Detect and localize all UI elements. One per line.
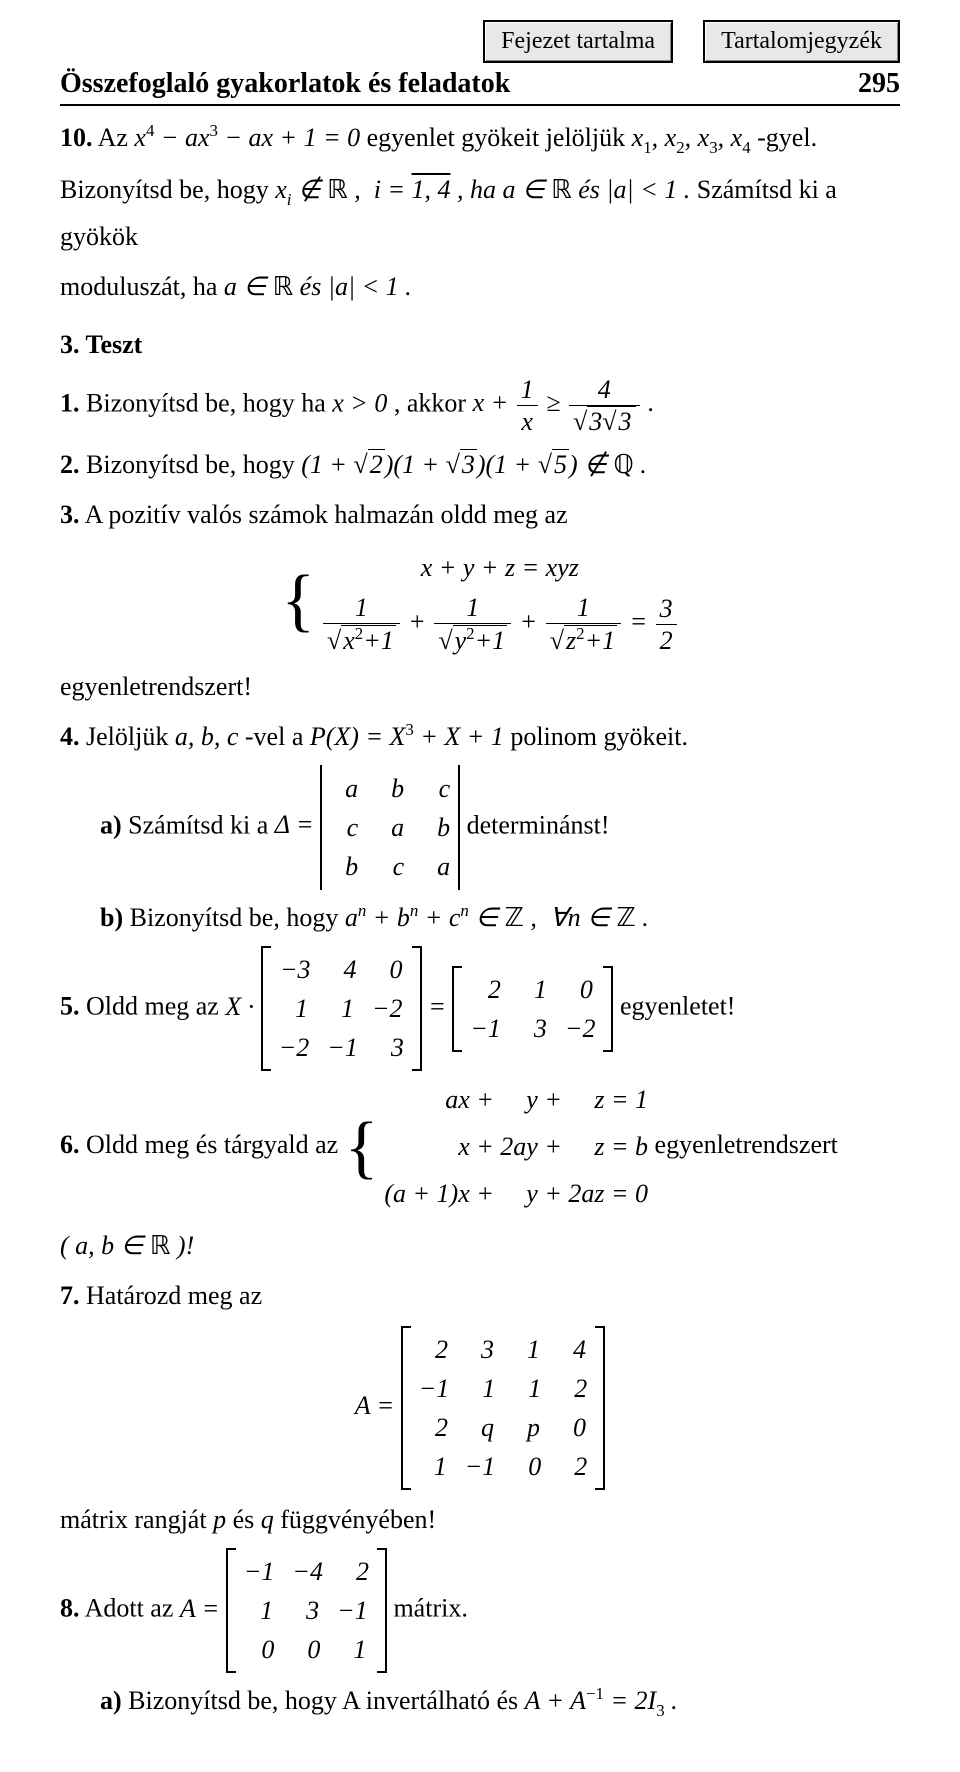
text: Bizonyítsd be, hogy <box>60 175 275 204</box>
condition: x > 0 <box>332 388 387 417</box>
top-nav: Fejezet tartalma Tartalomjegyzék <box>60 20 900 63</box>
text: Jelöljük <box>86 722 175 751</box>
text: Számítsd ki a <box>128 810 275 839</box>
polynomial: P(X) = X3 + X + 1 <box>310 722 504 751</box>
test-5: 5. Oldd meg az X · −340 11−2 −2−13 = <box>60 946 900 1071</box>
test-4: 4. Jelöljük a, b, c -vel a P(X) = X3 + X… <box>60 715 900 759</box>
text: moduluszát, ha <box>60 272 224 301</box>
page-number: 295 <box>858 68 900 100</box>
section-title: Összefoglaló gyakorlatok és feladatok <box>60 68 510 100</box>
test-2: 2. Bizonyítsd be, hogy (1 + 2)(1 + 3)(1 … <box>60 443 900 487</box>
test-6: 6. Oldd meg és tárgyald az { ax + y + z … <box>60 1077 900 1217</box>
test-3-label: 3. <box>60 500 80 529</box>
test-4-label: 4. <box>60 722 80 751</box>
heading-text: 3. Teszt <box>60 330 142 359</box>
condition: xi ∉ ℝ , i = 1, 4 , ha a ∈ ℝ és |a| < 1 … <box>275 175 690 204</box>
text: Bizonyítsd be, hogy <box>86 450 301 479</box>
text: mátrix rangját p és q függvényében! <box>60 1505 436 1534</box>
problem-10-line3: moduluszát, ha a ∈ ℝ és |a| < 1 . <box>60 265 900 309</box>
test-4b-label: b) <box>100 903 123 932</box>
sys-eq-2: 1x2+1 + 1y2+1 + 1z2+1 = 32 <box>321 592 679 657</box>
test-3: 3. A pozitív valós számok halmazán oldd … <box>60 493 900 537</box>
text: A pozitív valós számok halmazán oldd meg… <box>85 500 568 529</box>
text: -gyel. <box>751 123 817 152</box>
test-2-label: 2. <box>60 450 80 479</box>
test-4b: b) Bizonyítsd be, hogy an + bn + cn ∈ ℤ … <box>60 896 900 940</box>
problem-10-line2: Bizonyítsd be, hogy xi ∉ ℝ , i = 1, 4 , … <box>60 168 900 259</box>
chapter-contents-button[interactable]: Fejezet tartalma <box>483 20 673 63</box>
system: { ax + y + z = 1 x + 2ay + z = b (a + 1)… <box>345 1077 648 1217</box>
text: Határozd meg az <box>86 1281 262 1310</box>
text: egyenletet! <box>620 992 736 1021</box>
text: polinom gyökeit. <box>510 722 688 751</box>
equation: x4 − ax3 − ax + 1 = 0 <box>134 123 360 152</box>
test-1: 1. Bizonyítsd be, hogy ha x > 0 , akkor … <box>60 374 900 437</box>
matrix-def: A = −1−42 13−1 001 <box>180 1594 394 1623</box>
test-8: 8. Adott az A = −1−42 13−1 001 mátrix. <box>60 1548 900 1673</box>
test-heading: 3. Teszt <box>60 323 900 367</box>
page-content: 10. Az x4 − ax3 − ax + 1 = 0 egyenlet gy… <box>60 116 900 1726</box>
equation: X · −340 11−2 −2−13 = 210 −13−2 <box>225 992 620 1021</box>
expression: an + bn + cn ∈ ℤ , ∀n ∈ ℤ . <box>345 903 649 932</box>
text: Bizonyítsd be, hogy ha <box>86 388 332 417</box>
text: Oldd meg az <box>86 992 225 1021</box>
test-8-label: 8. <box>60 1594 80 1623</box>
test-6-label: 6. <box>60 1130 80 1159</box>
expression: (1 + 2)(1 + 3)(1 + 5) ∉ ℚ . <box>301 450 647 479</box>
test-3-system: { x + y + z = xyz 1x2+1 + 1y2+1 + 1z2+1 … <box>60 545 900 656</box>
inequality: x + 1x ≥ 433 . <box>473 388 655 417</box>
text: mátrix. <box>393 1594 467 1623</box>
condition: a ∈ ℝ és |a| < 1 . <box>224 272 412 301</box>
problem-10-label: 10. <box>60 123 93 152</box>
text: egyenlet gyökeit jelöljük <box>367 123 632 152</box>
left-brace-icon: { <box>281 569 315 632</box>
text: , akkor <box>394 388 473 417</box>
expression: A + A−1 = 2I3 . <box>525 1686 678 1715</box>
left-brace-icon: { <box>345 1116 379 1179</box>
text: Bizonyítsd be, hogy A invertálható és <box>128 1686 524 1715</box>
condition: ( a, b ∈ ℝ )! <box>60 1231 194 1260</box>
test-7: 7. Határozd meg az <box>60 1274 900 1318</box>
text: -vel a <box>245 722 310 751</box>
test-4a-label: a) <box>100 810 122 839</box>
text: determinánst! <box>467 810 610 839</box>
problem-10-line1: 10. Az x4 − ax3 − ax + 1 = 0 egyenlet gy… <box>60 116 900 162</box>
sys-eq-1: x + y + z = xyz <box>321 545 679 592</box>
vars: a, b, c <box>175 722 239 751</box>
test-7-after: mátrix rangját p és q függvényében! <box>60 1498 900 1542</box>
text: Adott az <box>85 1594 180 1623</box>
toc-button[interactable]: Tartalomjegyzék <box>703 20 900 63</box>
text: Oldd meg és tárgyald az <box>86 1130 345 1159</box>
test-4a: a) Számítsd ki a Δ = abc cab bca determi… <box>60 765 900 890</box>
text: egyenletrendszert <box>655 1130 838 1159</box>
test-7-matrix: A = 2314 −1112 2qp0 1−102 <box>60 1326 900 1490</box>
test-8a: a) Bizonyítsd be, hogy A invertálható és… <box>60 1679 900 1725</box>
roots-list: x1, x2, x3, x4 <box>632 123 751 152</box>
test-5-label: 5. <box>60 992 80 1021</box>
text: Az <box>98 123 135 152</box>
determinant: Δ = abc cab bca <box>275 810 467 839</box>
page-header: Összefoglaló gyakorlatok és feladatok 29… <box>60 68 900 106</box>
test-1-label: 1. <box>60 388 80 417</box>
text: Bizonyítsd be, hogy <box>130 903 345 932</box>
test-6-cond: ( a, b ∈ ℝ )! <box>60 1224 900 1268</box>
test-3-after: egyenletrendszert! <box>60 665 900 709</box>
test-8a-label: a) <box>100 1686 122 1715</box>
test-7-label: 7. <box>60 1281 80 1310</box>
